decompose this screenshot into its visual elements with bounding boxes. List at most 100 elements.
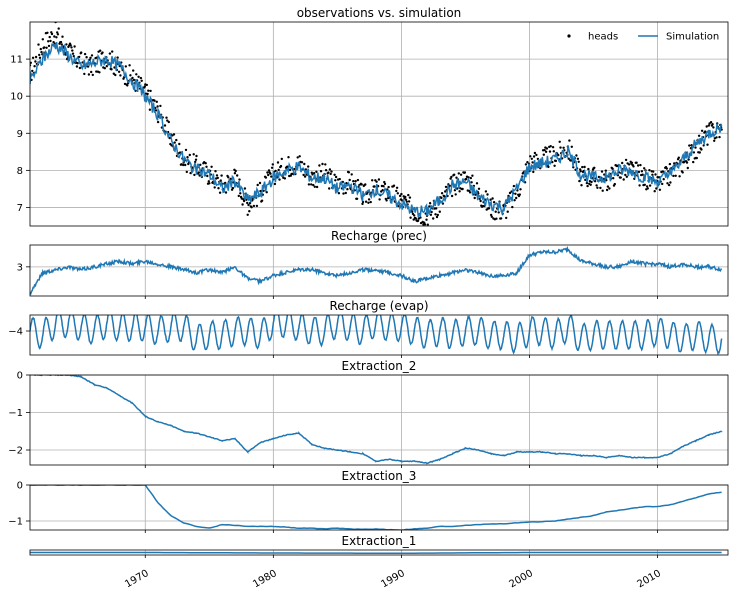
point-heads-470 (383, 180, 386, 184)
point-heads-57 (71, 52, 75, 55)
point-heads-398 (328, 168, 332, 171)
point-heads-643 (513, 199, 516, 202)
point-heads-846 (666, 182, 669, 185)
point-heads-8 (34, 55, 38, 59)
panel-frame (29, 21, 729, 227)
point-heads-757 (599, 186, 602, 190)
point-heads-822 (648, 169, 651, 172)
plot-area (30, 22, 723, 226)
point-heads-3 (31, 69, 34, 73)
point-heads-429 (352, 180, 355, 183)
point-heads-544 (438, 210, 441, 213)
y-tick-label-0: −4 (8, 327, 23, 338)
point-heads-99 (103, 67, 107, 70)
point-heads-703 (558, 140, 561, 143)
point-heads-563 (453, 173, 456, 176)
point-heads-598 (479, 199, 482, 203)
point-heads-291 (248, 210, 251, 213)
point-heads-587 (471, 174, 474, 177)
point-heads-908 (713, 139, 716, 142)
point-heads-560 (450, 194, 454, 198)
point-heads-666 (530, 157, 533, 160)
point-heads-435 (356, 178, 360, 182)
shared-x-axis: 1970 1980 1990 2000 2010 (123, 568, 663, 590)
point-heads-744 (589, 183, 592, 186)
plot-area (30, 315, 723, 355)
point-heads-907 (712, 126, 715, 129)
point-heads-36 (56, 31, 59, 34)
point-heads-282 (241, 203, 244, 206)
legend: heads Simulation (567, 32, 719, 43)
point-heads-380 (315, 170, 318, 173)
y-tick-label-2: −2 (8, 446, 23, 457)
point-heads-486 (395, 189, 398, 193)
point-heads-845 (665, 167, 668, 170)
point-heads-93 (99, 49, 102, 52)
point-heads-857 (674, 174, 677, 177)
point-heads-32 (53, 35, 56, 38)
point-heads-911 (715, 136, 718, 139)
panel-title: observations vs. simulation (297, 6, 462, 20)
point-heads-664 (529, 155, 532, 158)
point-heads-888 (697, 134, 701, 137)
point-heads-889 (698, 151, 701, 154)
point-heads-378 (313, 185, 316, 188)
point-heads-605 (484, 190, 488, 193)
point-heads-686 (545, 147, 549, 150)
series-line-panel3 (30, 315, 723, 355)
point-heads-434 (355, 197, 359, 200)
point-heads-841 (662, 178, 665, 181)
point-heads-1 (30, 61, 32, 64)
point-heads-880 (692, 160, 695, 164)
point-heads-165 (153, 99, 156, 102)
point-heads-397 (328, 187, 331, 190)
point-heads-72 (83, 72, 86, 76)
point-heads-198 (178, 142, 181, 146)
point-heads-546 (440, 196, 443, 200)
point-heads-590 (473, 196, 476, 200)
point-heads-487 (395, 186, 399, 189)
point-heads-235 (206, 174, 209, 178)
point-heads-632 (505, 216, 508, 220)
point-heads-377 (312, 172, 316, 175)
point-heads-294 (250, 206, 253, 209)
point-heads-4 (31, 56, 35, 59)
point-heads-405 (334, 179, 337, 182)
point-heads-358 (298, 155, 301, 158)
point-heads-874 (687, 158, 690, 161)
point-heads-181 (165, 116, 168, 119)
point-heads-901 (707, 124, 710, 127)
point-heads-622 (497, 211, 500, 214)
y-tick-label-1: −1 (8, 517, 23, 528)
point-heads-138 (132, 78, 136, 82)
point-heads-504 (408, 196, 412, 199)
panel-title: Recharge (prec) (331, 229, 427, 243)
point-heads-607 (486, 193, 489, 196)
point-heads-41 (59, 40, 63, 44)
point-heads-730 (579, 168, 582, 171)
point-heads-136 (131, 76, 134, 80)
point-heads-463 (377, 178, 381, 181)
point-heads-471 (383, 182, 387, 186)
point-heads-532 (429, 213, 433, 216)
point-heads-572 (459, 173, 463, 176)
point-heads-386 (319, 170, 323, 173)
point-heads-365 (303, 175, 307, 178)
point-heads-38 (57, 27, 60, 30)
point-heads-43 (61, 35, 64, 38)
point-heads-616 (492, 201, 496, 204)
point-heads-766 (605, 188, 609, 192)
point-heads-82 (90, 54, 94, 57)
point-heads-120 (119, 74, 122, 77)
plot-area (30, 375, 723, 465)
point-heads-499 (404, 198, 408, 201)
point-heads-37 (56, 33, 60, 36)
point-heads-396 (327, 171, 330, 174)
point-heads-745 (590, 180, 593, 184)
point-heads-226 (199, 163, 202, 166)
point-heads-830 (654, 173, 657, 176)
point-heads-820 (646, 187, 649, 190)
point-heads-400 (330, 170, 333, 173)
point-heads-35 (55, 36, 58, 39)
point-heads-672 (535, 153, 538, 157)
